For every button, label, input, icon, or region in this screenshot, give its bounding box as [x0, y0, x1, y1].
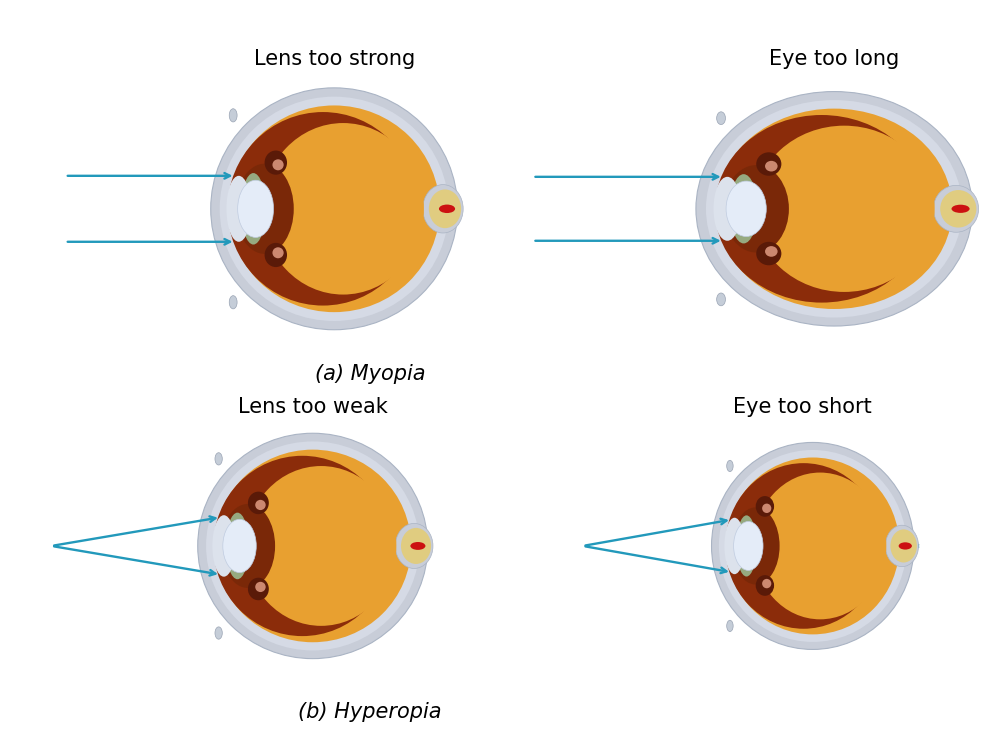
- Ellipse shape: [696, 92, 972, 326]
- Ellipse shape: [734, 521, 763, 570]
- Ellipse shape: [716, 109, 952, 309]
- Ellipse shape: [229, 105, 440, 312]
- Ellipse shape: [226, 176, 251, 242]
- Ellipse shape: [754, 473, 886, 620]
- Ellipse shape: [215, 627, 222, 639]
- Ellipse shape: [215, 453, 222, 465]
- Text: Lens too weak: Lens too weak: [238, 398, 388, 417]
- Ellipse shape: [717, 293, 725, 306]
- Ellipse shape: [255, 582, 266, 592]
- Ellipse shape: [223, 520, 256, 573]
- Ellipse shape: [719, 450, 907, 642]
- Ellipse shape: [712, 442, 914, 650]
- Ellipse shape: [423, 184, 463, 233]
- Ellipse shape: [890, 529, 917, 562]
- Ellipse shape: [952, 204, 970, 213]
- Ellipse shape: [940, 190, 976, 228]
- Ellipse shape: [727, 620, 733, 631]
- Ellipse shape: [765, 246, 778, 257]
- Ellipse shape: [198, 433, 428, 659]
- Ellipse shape: [885, 526, 919, 567]
- Ellipse shape: [410, 542, 425, 550]
- Ellipse shape: [214, 450, 411, 642]
- Ellipse shape: [714, 177, 741, 241]
- Ellipse shape: [265, 151, 287, 175]
- Text: (a) Myopia: (a) Myopia: [315, 364, 425, 384]
- Text: Eye too long: Eye too long: [769, 49, 899, 70]
- Ellipse shape: [724, 517, 745, 574]
- Ellipse shape: [265, 243, 287, 267]
- Ellipse shape: [248, 578, 269, 600]
- Ellipse shape: [706, 100, 962, 318]
- Ellipse shape: [401, 528, 431, 564]
- Ellipse shape: [726, 457, 899, 634]
- Ellipse shape: [756, 152, 781, 176]
- Ellipse shape: [715, 115, 928, 303]
- Ellipse shape: [248, 492, 269, 514]
- Text: Eye too short: Eye too short: [733, 398, 872, 417]
- Ellipse shape: [756, 575, 774, 596]
- Ellipse shape: [255, 500, 266, 510]
- Ellipse shape: [395, 523, 433, 568]
- Ellipse shape: [238, 180, 274, 237]
- Ellipse shape: [724, 165, 789, 253]
- Ellipse shape: [213, 456, 391, 636]
- Ellipse shape: [754, 126, 935, 292]
- Ellipse shape: [732, 507, 780, 584]
- Ellipse shape: [212, 515, 235, 577]
- Ellipse shape: [228, 112, 418, 306]
- Ellipse shape: [933, 185, 979, 232]
- Ellipse shape: [229, 109, 237, 122]
- Ellipse shape: [730, 174, 757, 243]
- Ellipse shape: [717, 112, 725, 125]
- Ellipse shape: [725, 463, 882, 628]
- Ellipse shape: [206, 442, 419, 650]
- Ellipse shape: [229, 295, 237, 309]
- Ellipse shape: [226, 512, 249, 579]
- Ellipse shape: [756, 242, 781, 265]
- Ellipse shape: [765, 161, 778, 171]
- Ellipse shape: [727, 460, 733, 472]
- Ellipse shape: [246, 466, 396, 626]
- Ellipse shape: [899, 542, 912, 550]
- Text: Lens too strong: Lens too strong: [254, 49, 415, 70]
- Ellipse shape: [272, 159, 284, 171]
- Ellipse shape: [272, 247, 284, 258]
- Ellipse shape: [439, 204, 455, 213]
- Text: (b) Hyperopia: (b) Hyperopia: [298, 702, 442, 722]
- Ellipse shape: [762, 503, 771, 513]
- Ellipse shape: [211, 88, 458, 330]
- Ellipse shape: [262, 123, 424, 295]
- Ellipse shape: [726, 181, 766, 237]
- Ellipse shape: [221, 504, 275, 588]
- Ellipse shape: [220, 96, 449, 321]
- Ellipse shape: [736, 515, 757, 576]
- Ellipse shape: [762, 579, 771, 588]
- Ellipse shape: [756, 496, 774, 517]
- Ellipse shape: [235, 164, 294, 254]
- Ellipse shape: [429, 190, 461, 228]
- Ellipse shape: [241, 173, 266, 245]
